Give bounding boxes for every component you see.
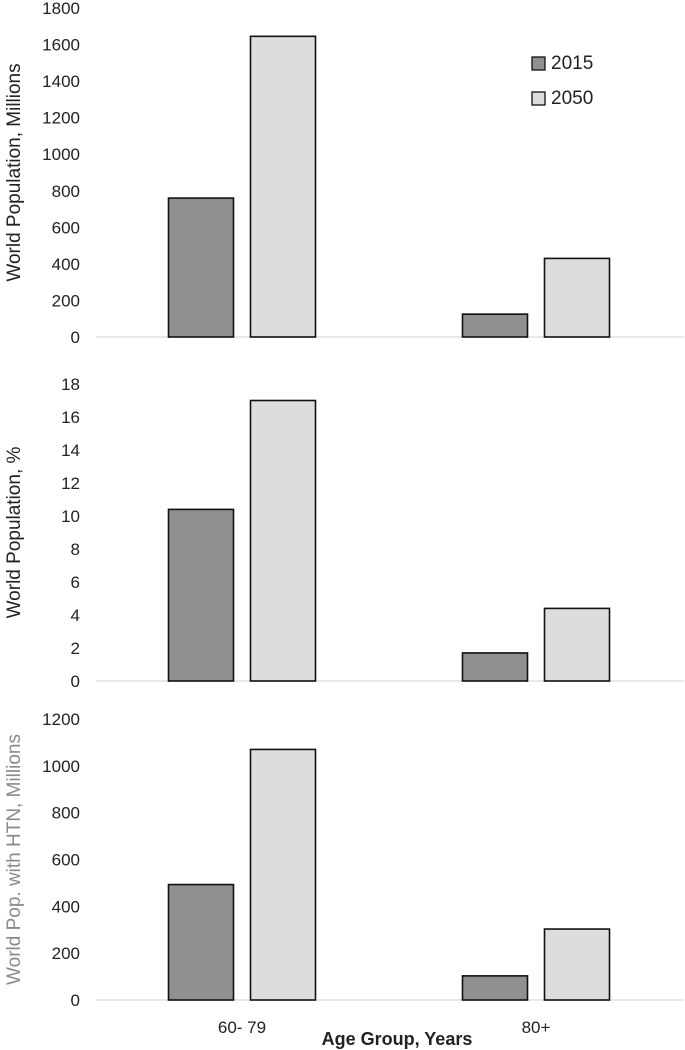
y-axis-label: World Population, % xyxy=(4,447,25,619)
bar-2050-group1 xyxy=(249,748,317,1001)
x-axis-title: Age Group, Years xyxy=(322,1029,473,1049)
bar-2015-group1 xyxy=(167,197,235,338)
bar-2015-group1 xyxy=(167,883,235,1001)
legend-swatch-2050 xyxy=(531,91,546,106)
y-tick-label: 400 xyxy=(52,255,80,274)
legend-label-2050: 2050 xyxy=(551,88,593,109)
bar-2050-group2 xyxy=(543,607,611,682)
bar-2015-group2 xyxy=(461,975,529,1001)
y-axis-label: World Pop. with HTN, Millions xyxy=(4,734,25,985)
y-tick-label: 200 xyxy=(52,944,80,963)
y-tick-label: 600 xyxy=(52,218,80,237)
y-tick-label: 4 xyxy=(71,606,80,625)
y-tick-label: 1400 xyxy=(42,72,80,91)
y-tick-label: 10 xyxy=(61,507,80,526)
y-axis-label: World Population, Millions xyxy=(4,63,25,281)
x-category-label: 60- 79 xyxy=(218,1018,266,1037)
y-tick-label: 800 xyxy=(52,182,80,201)
y-tick-label: 0 xyxy=(71,672,80,691)
y-tick-label: 1200 xyxy=(42,710,80,729)
y-tick-label: 1000 xyxy=(42,145,80,164)
y-tick-label: 1600 xyxy=(42,36,80,55)
y-tick-label: 200 xyxy=(52,291,80,310)
y-tick-label: 6 xyxy=(71,573,80,592)
y-tick-label: 2 xyxy=(71,639,80,658)
bar-2050-group1 xyxy=(249,35,317,338)
y-tick-label: 400 xyxy=(52,897,80,916)
legend-swatch-2015 xyxy=(531,56,546,71)
y-tick-label: 14 xyxy=(61,441,80,460)
bar-2015-group2 xyxy=(461,313,529,338)
bar-2050-group2 xyxy=(543,257,611,338)
y-tick-label: 8 xyxy=(71,540,80,559)
x-category-label: 80+ xyxy=(522,1018,551,1037)
y-tick-label: 12 xyxy=(61,474,80,493)
y-tick-label: 0 xyxy=(71,991,80,1010)
legend-label-2015: 2015 xyxy=(551,53,593,74)
bar-2015-group1 xyxy=(167,508,235,682)
y-tick-label: 16 xyxy=(61,408,80,427)
y-tick-label: 1000 xyxy=(42,757,80,776)
y-tick-label: 18 xyxy=(61,375,80,394)
y-tick-label: 1200 xyxy=(42,109,80,128)
bar-2015-group2 xyxy=(461,652,529,682)
y-tick-label: 1800 xyxy=(42,0,80,18)
y-tick-label: 600 xyxy=(52,851,80,870)
bar-2050-group2 xyxy=(543,928,611,1001)
y-tick-label: 0 xyxy=(71,328,80,347)
y-tick-label: 800 xyxy=(52,804,80,823)
bar-2050-group1 xyxy=(249,399,317,682)
